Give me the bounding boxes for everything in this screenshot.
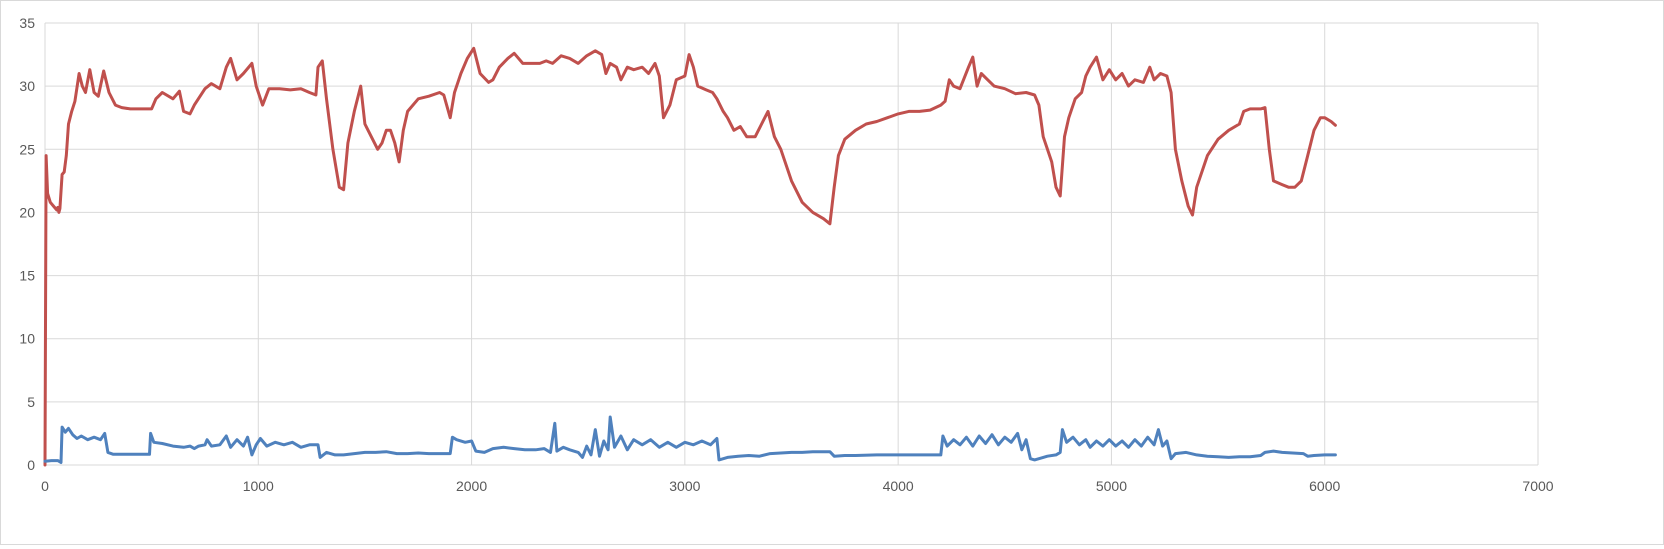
x-tick-label: 6000: [1309, 478, 1340, 494]
y-axis-tick-labels: 0 5 10 15 20 25 30 35: [19, 15, 35, 473]
y-tick-label: 0: [27, 457, 35, 473]
x-tick-label: 7000: [1522, 478, 1553, 494]
y-tick-label: 25: [19, 141, 35, 157]
y-tick-label: 30: [19, 78, 35, 94]
y-tick-label: 10: [19, 331, 35, 347]
y-tick-label: 20: [19, 204, 35, 220]
series-line-1: [43, 46, 1337, 467]
x-tick-label: 0: [41, 478, 49, 494]
y-tick-label: 5: [27, 394, 35, 410]
y-tick-label: 15: [19, 268, 35, 284]
x-axis-tick-labels: 0 1000 2000 3000 4000 5000 6000 7000: [41, 478, 1554, 494]
x-tick-label: 1000: [243, 478, 274, 494]
series-lines: [43, 46, 1337, 467]
x-tick-label: 5000: [1096, 478, 1127, 494]
y-tick-label: 35: [19, 15, 35, 31]
x-tick-label: 2000: [456, 478, 487, 494]
x-tick-label: 3000: [669, 478, 700, 494]
series-line-2: [43, 415, 1337, 464]
x-tick-label: 4000: [883, 478, 914, 494]
gridlines: [45, 22, 1539, 465]
